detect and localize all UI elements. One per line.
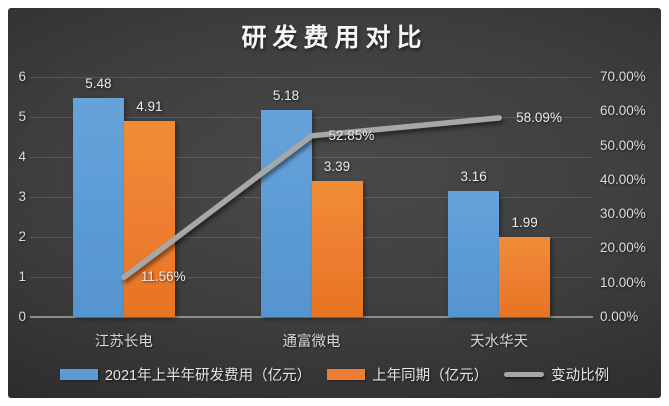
- right-axis-tick: 30.00%: [600, 206, 646, 222]
- right-axis-tick: 0.00%: [600, 309, 639, 324]
- legend-item: 变动比例: [504, 364, 609, 385]
- bar-current: [448, 190, 500, 317]
- right-axis-tick: 70.00%: [600, 69, 646, 84]
- legend-item: 2021年上半年研发费用（亿元）: [59, 364, 312, 385]
- right-axis-tick: 40.00%: [600, 171, 646, 187]
- category-label: 通富微电: [282, 334, 341, 350]
- left-axis-tick: 3: [18, 189, 26, 204]
- legend-label: 2021年上半年研发费用（亿元）: [104, 368, 312, 384]
- bar-value-label: 3.39: [323, 159, 351, 175]
- plot-area: 0 1 2 3 4 5 6 0.00% 10.00% 20.00% 30.00% 40.00% 50.0…: [8, 8, 661, 398]
- right-axis-tick: 10.00%: [600, 274, 646, 290]
- x-axis-baseline: [30, 316, 593, 318]
- trend-point-label: 58.09%: [516, 109, 562, 125]
- chart-panel: 研发费用对比 0 1 2 3 4 5 6 0.00% 10.00% 20.00% 30.00% 40.…: [8, 8, 661, 398]
- gridline: [30, 116, 593, 118]
- trend-polyline: [121, 115, 502, 281]
- bar-value-label: 3.16: [460, 168, 487, 184]
- chart-title: 研发费用对比: [241, 24, 428, 52]
- right-axis-tick: 20.00%: [600, 240, 646, 256]
- right-axis-tick: 60.00%: [600, 103, 646, 119]
- bar-value-label: 1.99: [511, 215, 538, 231]
- left-axis-tick: 5: [18, 109, 26, 124]
- left-axis-tick: 6: [18, 69, 26, 84]
- left-axis-tick: 2: [18, 229, 26, 244]
- bar-prior: [311, 181, 363, 317]
- bar-current: [72, 97, 124, 317]
- bar-value-label: 5.18: [272, 87, 300, 103]
- left-axis-tick: 4: [18, 149, 26, 164]
- bar-value-label: 5.48: [85, 75, 112, 91]
- category-label: 江苏长电: [94, 334, 153, 350]
- bar-value-label: 4.91: [136, 98, 163, 114]
- trend-line: [121, 115, 502, 281]
- bar-prior: [499, 237, 551, 317]
- category-label: 天水华天: [470, 334, 529, 350]
- gridline: [30, 76, 593, 78]
- legend-label: 上年同期（亿元）: [372, 368, 489, 384]
- trend-point-label: 11.56%: [140, 269, 186, 285]
- bar-prior: [123, 120, 175, 317]
- legend-bar-swatch: [59, 369, 98, 380]
- legend-bar-swatch: [327, 369, 366, 380]
- gridline: [30, 156, 593, 158]
- legend: 2021年上半年研发费用（亿元） 上年同期（亿元） 变动比例: [8, 364, 661, 385]
- trend-point-label: 52.85%: [328, 127, 375, 143]
- left-axis-tick: 0: [18, 309, 26, 324]
- legend-line-swatch: [504, 372, 545, 377]
- right-axis-tick: 50.00%: [600, 137, 646, 153]
- legend-item: 上年同期（亿元）: [327, 364, 488, 385]
- legend-label: 变动比例: [551, 368, 610, 384]
- left-axis-tick: 1: [18, 269, 26, 284]
